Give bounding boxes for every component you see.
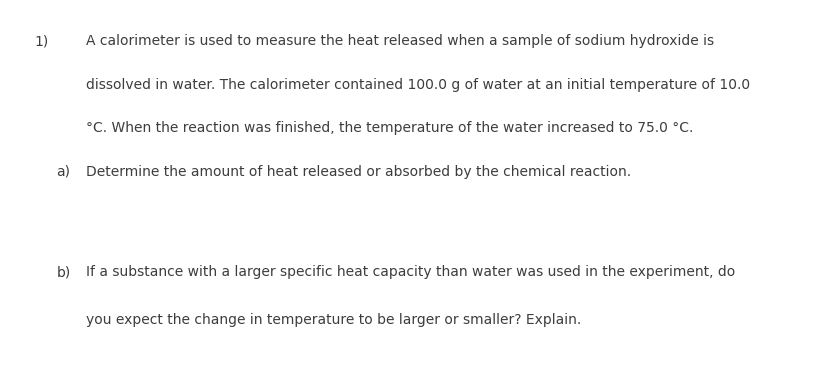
Text: °C. When the reaction was finished, the temperature of the water increased to 75: °C. When the reaction was finished, the … (86, 121, 693, 135)
Text: you expect the change in temperature to be larger or smaller? Explain.: you expect the change in temperature to … (86, 313, 581, 327)
Text: b): b) (56, 265, 70, 279)
Text: dissolved in water. The calorimeter contained 100.0 g of water at an initial tem: dissolved in water. The calorimeter cont… (86, 78, 749, 92)
Text: Determine the amount of heat released or absorbed by the chemical reaction.: Determine the amount of heat released or… (86, 165, 630, 179)
Text: A calorimeter is used to measure the heat released when a sample of sodium hydro: A calorimeter is used to measure the hea… (86, 34, 714, 48)
Text: a): a) (56, 165, 70, 179)
Text: If a substance with a larger specific heat capacity than water was used in the e: If a substance with a larger specific he… (86, 265, 734, 279)
Text: 1): 1) (35, 34, 49, 48)
